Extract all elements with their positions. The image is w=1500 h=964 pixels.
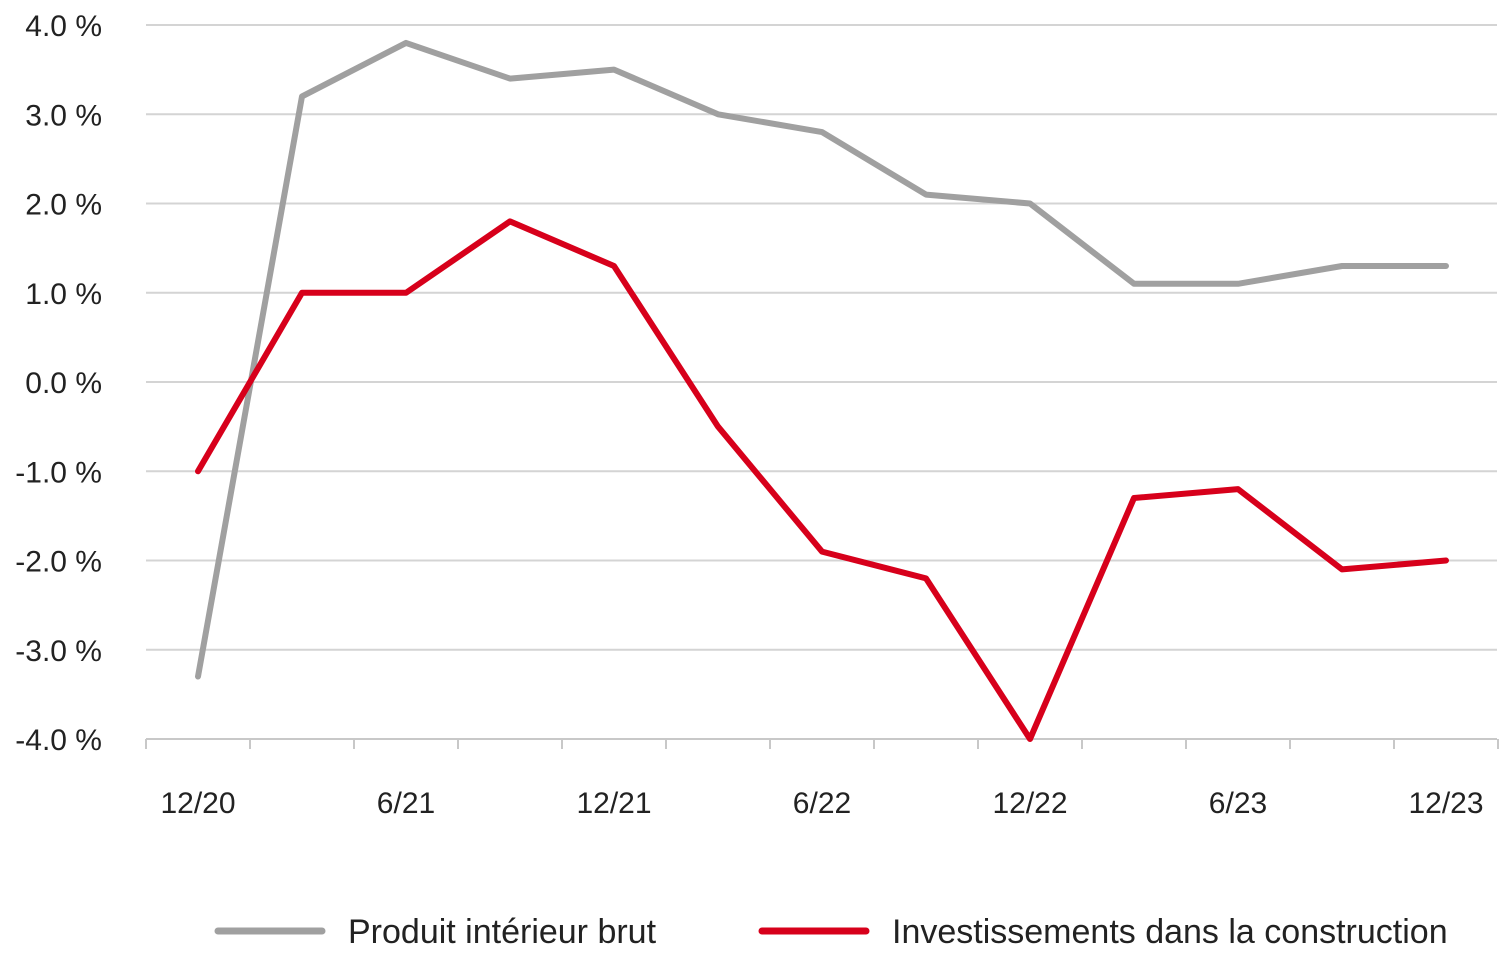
y-tick-label: 3.0 %: [25, 99, 102, 132]
y-tick-label: 0.0 %: [25, 367, 102, 400]
y-tick-label: 2.0 %: [25, 189, 102, 222]
x-axis: [145, 738, 1499, 749]
series-line-2: [195, 218, 1449, 742]
x-tick-label: 6/23: [1209, 787, 1267, 820]
x-tick-label: 6/22: [793, 787, 851, 820]
legend: Produit intérieur brut Investissements da…: [214, 913, 1448, 951]
x-tick-label: 12/20: [160, 787, 235, 820]
x-tick-label: 12/23: [1408, 787, 1483, 820]
y-tick-label: -3.0 %: [15, 635, 102, 668]
y-tick-label: -1.0 %: [15, 456, 102, 489]
y-tick-label: -4.0 %: [15, 724, 102, 757]
x-tick-label: 12/21: [576, 787, 651, 820]
series-lines: [195, 39, 1449, 742]
x-axis-tick-labels: 12/20 6/21 12/21 6/22 12/22 6/23 12/23: [160, 787, 1483, 820]
legend-label-2: Investissements dans la construction: [892, 913, 1448, 951]
y-axis-tick-labels: 4.0 % 3.0 % 2.0 % 1.0 % 0.0 % -1.0 % -2.0 % -3.…: [15, 10, 102, 757]
y-tick-label: 4.0 %: [25, 10, 102, 43]
y-tick-label: -2.0 %: [15, 546, 102, 579]
gridlines: [146, 24, 1497, 651]
legend-label-1: Produit intérieur brut: [348, 913, 657, 951]
x-tick-label: 6/21: [377, 787, 435, 820]
y-tick-label: 1.0 %: [25, 278, 102, 311]
x-tick-label: 12/22: [992, 787, 1067, 820]
series-line-1: [195, 39, 1449, 680]
